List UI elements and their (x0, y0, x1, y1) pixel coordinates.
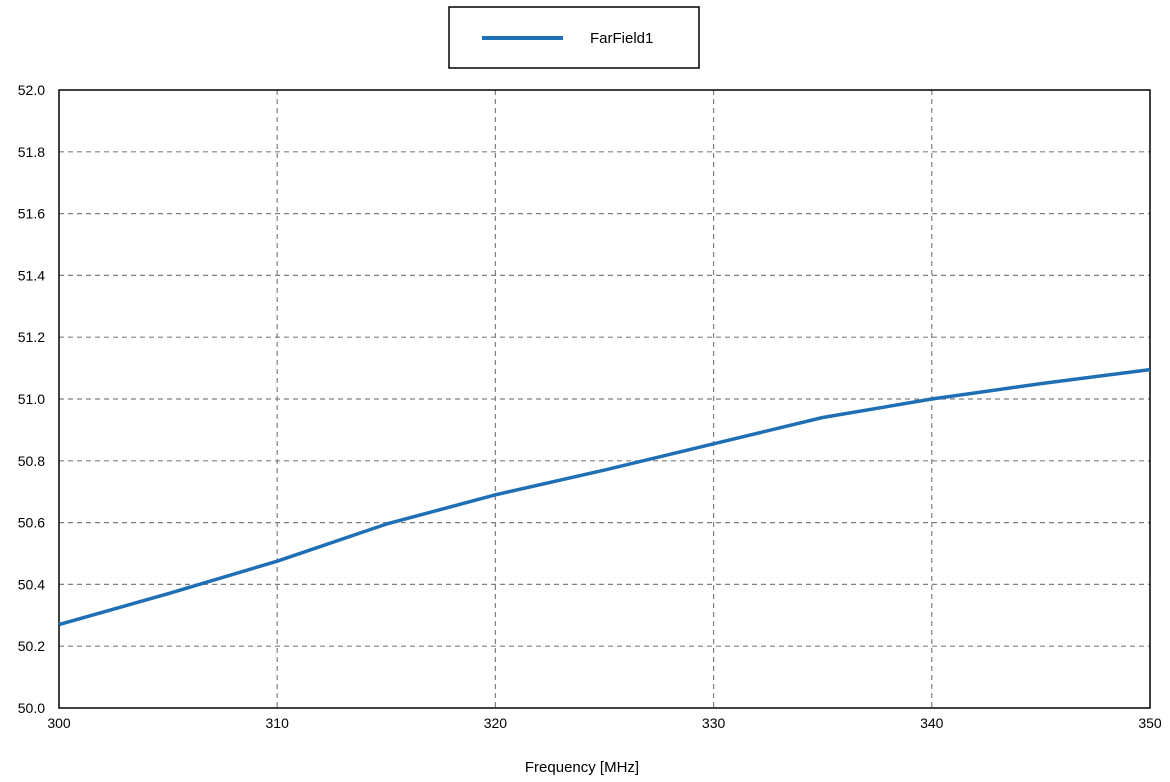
grid-lines (59, 90, 1150, 708)
y-tick-label: 51.0 (18, 391, 45, 407)
x-tick-label: 350 (1138, 715, 1162, 731)
y-tick-label: 52.0 (18, 82, 45, 98)
series-line-farfield1 (58, 367, 1151, 627)
y-tick-label: 50.4 (18, 576, 45, 592)
plot-frame (58, 89, 1151, 709)
series-layer (58, 367, 1151, 627)
x-tick-label: 310 (266, 715, 290, 731)
x-axis-label: Frequency [MHz] (525, 759, 639, 776)
y-tick-labels: 50.0 50.2 50.4 50.6 50.8 51.0 51.2 51.4 51.6 51.8… (18, 82, 45, 716)
legend: FarField1 (448, 6, 700, 69)
y-tick-label: 51.8 (18, 144, 45, 160)
y-tick-label: 50.6 (18, 515, 45, 531)
x-tick-label: 320 (484, 715, 508, 731)
x-tick-label: 300 (47, 715, 71, 731)
y-tick-label: 51.6 (18, 206, 45, 222)
y-tick-label: 51.2 (18, 329, 45, 345)
x-tick-label: 340 (920, 715, 944, 731)
x-tick-labels: 300 310 320 330 340 350 (47, 715, 1162, 731)
y-tick-label: 50.8 (18, 453, 45, 469)
legend-label-farfield1: FarField1 (590, 30, 653, 47)
y-tick-label: 50.2 (18, 638, 45, 654)
y-tick-label: 51.4 (18, 267, 45, 283)
y-tick-label: 50.0 (18, 700, 45, 716)
x-tick-label: 330 (702, 715, 726, 731)
